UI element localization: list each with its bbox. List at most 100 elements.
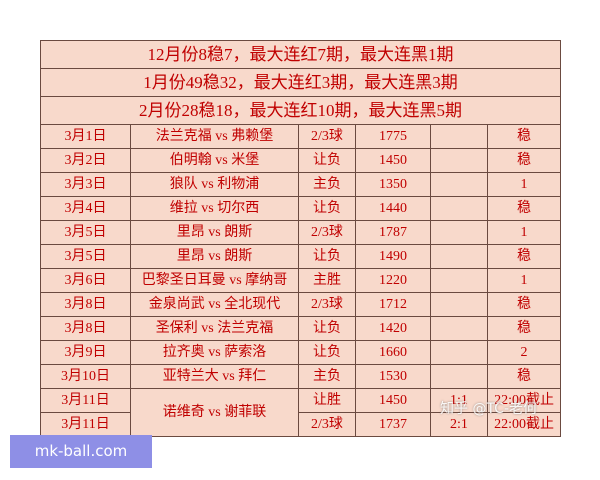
score: 2:1: [430, 412, 488, 437]
number: 1450: [355, 388, 431, 413]
data-row: 3月10日 亚特兰大 vs 拜仁 主负 1530 稳: [40, 364, 562, 389]
header-row: 1月份49稳32，最大连红3期，最大连黑3期: [39, 68, 562, 97]
score: [430, 220, 488, 245]
date: 3月6日: [40, 268, 131, 293]
header-line: 2月份28稳18，最大连红10期，最大连黑5期: [39, 96, 562, 125]
data-row: 3月4日 维拉 vs 切尔西 让负 1440 稳: [40, 196, 562, 221]
site-badge[interactable]: mk-ball.com: [10, 435, 152, 468]
match: 亚特兰大 vs 拜仁: [130, 364, 299, 389]
score: [430, 292, 488, 317]
result: 22:00截止: [486, 412, 562, 437]
number: 1530: [355, 364, 431, 389]
data-row: 3月8日 金泉尚武 vs 全北现代 2/3球 1712 稳: [40, 292, 562, 317]
date: 3月9日: [40, 340, 131, 365]
score: [430, 244, 488, 269]
header-row: 12月份8稳7，最大连红7期，最大连黑1期: [39, 40, 562, 69]
match: 金泉尚武 vs 全北现代: [130, 292, 299, 317]
score: [430, 148, 488, 173]
bet-type: 让负: [298, 148, 356, 173]
bet-type: 主负: [298, 364, 356, 389]
score: [430, 196, 488, 221]
result: 1: [486, 220, 562, 245]
match: 伯明翰 vs 米堡: [130, 148, 299, 173]
match: 法兰克福 vs 弗赖堡: [130, 124, 299, 149]
watermark: 知乎 @TC-老何: [440, 401, 538, 417]
number: 1450: [355, 148, 431, 173]
bet-type: 让负: [298, 316, 356, 341]
match: 巴黎圣日耳曼 vs 摩纳哥: [130, 268, 299, 293]
score: [430, 172, 488, 197]
score: [430, 316, 488, 341]
number: 1220: [355, 268, 431, 293]
data-row: 3月1日 法兰克福 vs 弗赖堡 2/3球 1775 稳: [40, 124, 562, 149]
result: 稳: [486, 196, 562, 221]
data-row: 3月5日 里昂 vs 朗斯 2/3球 1787 1: [40, 220, 562, 245]
number: 1490: [355, 244, 431, 269]
date: 3月8日: [40, 292, 131, 317]
date: 3月8日: [40, 316, 131, 341]
match: 诺维奇 vs 谢菲联: [130, 388, 299, 437]
bet-type: 主负: [298, 172, 356, 197]
bet-type: 让负: [298, 244, 356, 269]
header-line: 12月份8稳7，最大连红7期，最大连黑1期: [39, 40, 562, 69]
bet-type: 2/3球: [298, 412, 356, 437]
data-row: 3月2日 伯明翰 vs 米堡 让负 1450 稳: [40, 148, 562, 173]
date: 3月11日: [40, 388, 131, 413]
date: 3月3日: [40, 172, 131, 197]
number: 1350: [355, 172, 431, 197]
data-row: 3月3日 狼队 vs 利物浦 主负 1350 1: [40, 172, 562, 197]
date: 3月1日: [40, 124, 131, 149]
result: 1: [486, 268, 562, 293]
date: 3月5日: [40, 220, 131, 245]
score: [430, 340, 488, 365]
score: [430, 364, 488, 389]
date: 3月4日: [40, 196, 131, 221]
result: 稳: [486, 292, 562, 317]
date: 3月2日: [40, 148, 131, 173]
header-row: 2月份28稳18，最大连红10期，最大连黑5期: [39, 96, 562, 125]
number: 1775: [355, 124, 431, 149]
number: 1440: [355, 196, 431, 221]
result: 稳: [486, 148, 562, 173]
match: 维拉 vs 切尔西: [130, 196, 299, 221]
bet-type: 让负: [298, 196, 356, 221]
bet-type: 2/3球: [298, 124, 356, 149]
bet-type: 让胜: [298, 388, 356, 413]
bet-type: 2/3球: [298, 220, 356, 245]
match: 里昂 vs 朗斯: [130, 244, 299, 269]
match: 狼队 vs 利物浦: [130, 172, 299, 197]
bet-type: 2/3球: [298, 292, 356, 317]
result: 2: [486, 340, 562, 365]
result: 稳: [486, 124, 562, 149]
table-wrap: 12月份8稳7，最大连红7期，最大连黑1期 1月份49稳32，最大连红3期，最大连…: [39, 40, 562, 437]
match: 里昂 vs 朗斯: [130, 220, 299, 245]
number: 1712: [355, 292, 431, 317]
match: 圣保利 vs 法兰克福: [130, 316, 299, 341]
data-row: 3月11日 2/3球 1737 2:1 22:00截止: [40, 412, 562, 437]
data-row: 3月11日 诺维奇 vs 谢菲联 让胜 1450 1:1 22:00截止: [40, 388, 562, 437]
date: 3月5日: [40, 244, 131, 269]
number: 1737: [355, 412, 431, 437]
header-line: 1月份49稳32，最大连红3期，最大连黑3期: [39, 68, 562, 97]
score: [430, 268, 488, 293]
data-row: 3月8日 圣保利 vs 法兰克福 让负 1420 稳: [40, 316, 562, 341]
number: 1420: [355, 316, 431, 341]
data-row: 3月5日 里昂 vs 朗斯 让负 1490 稳: [40, 244, 562, 269]
date: 3月11日: [40, 412, 131, 437]
bet-type: 主胜: [298, 268, 356, 293]
result: 稳: [486, 316, 562, 341]
score: [430, 124, 488, 149]
result: 22:00截止: [486, 388, 562, 413]
bet-type: 让负: [298, 340, 356, 365]
table: 12月份8稳7，最大连红7期，最大连黑1期 1月份49稳32，最大连红3期，最大连…: [39, 40, 562, 437]
number: 1660: [355, 340, 431, 365]
date: 3月10日: [40, 364, 131, 389]
data-row: 3月6日 巴黎圣日耳曼 vs 摩纳哥 主胜 1220 1: [40, 268, 562, 293]
data-row: 3月9日 拉齐奥 vs 萨索洛 让负 1660 2: [40, 340, 562, 365]
result: 稳: [486, 364, 562, 389]
result: 稳: [486, 244, 562, 269]
match: 拉齐奥 vs 萨索洛: [130, 340, 299, 365]
result: 1: [486, 172, 562, 197]
number: 1787: [355, 220, 431, 245]
